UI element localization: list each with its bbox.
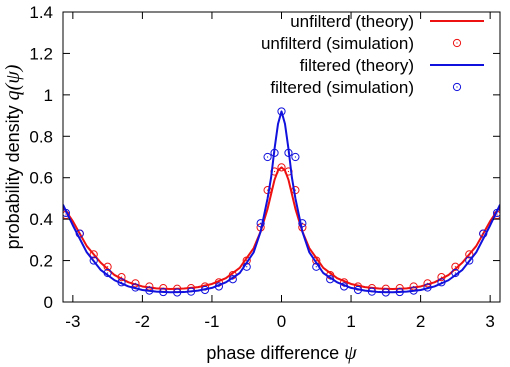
y-axis-label-text: probability density xyxy=(3,105,23,249)
x-tick-label: 1 xyxy=(346,312,355,331)
axis-ticks xyxy=(63,11,500,303)
data-point xyxy=(200,285,210,295)
data-point xyxy=(493,208,500,218)
y-tick-label: 0.4 xyxy=(29,210,53,229)
legend-label: unfilterd (simulation) xyxy=(261,34,414,53)
data-point xyxy=(277,163,286,172)
data-point xyxy=(89,256,98,265)
data-point xyxy=(465,250,474,259)
data-point xyxy=(353,285,363,295)
data-point xyxy=(173,288,182,297)
x-tick-label: -3 xyxy=(65,312,80,331)
data-point xyxy=(423,283,432,292)
legend-label: filtered (theory) xyxy=(300,56,414,75)
data-point xyxy=(270,148,279,157)
y-axis-label: probability density q(ψ) xyxy=(2,64,24,249)
data-point xyxy=(326,275,335,284)
data-point xyxy=(256,219,265,228)
data-point xyxy=(242,262,251,271)
y-axis-label-symbol: q(ψ) xyxy=(2,64,24,100)
x-axis-label-symbol: ψ xyxy=(344,342,357,364)
y-tick-label: 0 xyxy=(44,293,53,312)
y-tick-label: 1 xyxy=(44,86,53,105)
x-axis-label-text: phase difference xyxy=(206,343,339,363)
x-tick-label: -2 xyxy=(135,312,150,331)
data-point xyxy=(63,208,70,218)
data-point xyxy=(465,256,474,265)
x-tick-label: 0 xyxy=(277,312,286,331)
x-axis-label: phase difference ψ xyxy=(206,342,357,364)
data-point xyxy=(277,107,286,116)
x-tick-label: 3 xyxy=(485,312,494,331)
data-point xyxy=(437,273,446,282)
legend-label: unfilterd (theory) xyxy=(290,12,414,31)
data-point xyxy=(131,283,140,292)
data-point xyxy=(437,278,446,287)
data-point xyxy=(291,152,300,162)
axis-tick-labels: -3 -2 -1 0 1 2 3 0 0.2 0.4 0.6 0.8 1 1.2 1.4 xyxy=(29,3,495,331)
y-tick-label: 0.2 xyxy=(29,252,53,271)
data-point xyxy=(409,286,418,295)
series-line-0 xyxy=(63,166,500,290)
data-point xyxy=(367,287,377,296)
data-point xyxy=(451,268,460,278)
plot-marks xyxy=(63,107,500,297)
data-point xyxy=(312,262,321,271)
data-point xyxy=(395,287,404,297)
data-point xyxy=(117,278,126,287)
data-point xyxy=(214,282,224,291)
data-point xyxy=(298,219,307,228)
data-point xyxy=(103,262,112,271)
legend-point-swatch xyxy=(452,82,462,92)
data-point xyxy=(339,282,349,291)
x-tick-label: -1 xyxy=(204,312,219,331)
x-tick-label: 2 xyxy=(416,312,425,331)
data-point xyxy=(145,286,154,295)
data-point xyxy=(479,229,488,238)
legend: unfilterd (theory) unfilterd (simulation)… xyxy=(261,12,484,97)
data-point xyxy=(228,275,237,284)
plot-frame xyxy=(62,11,501,303)
y-tick-label: 1.4 xyxy=(29,3,53,22)
data-point xyxy=(75,229,84,238)
y-tick-label: 0.8 xyxy=(29,127,53,146)
data-point xyxy=(117,273,126,282)
legend-point-swatch xyxy=(452,38,462,48)
data-point xyxy=(284,148,293,157)
data-point xyxy=(89,250,98,259)
data-point xyxy=(103,268,112,278)
data-point xyxy=(381,288,390,297)
data-point xyxy=(186,287,196,296)
legend-label: filtered (simulation) xyxy=(270,78,414,97)
data-point xyxy=(263,152,272,162)
data-point xyxy=(451,262,460,271)
y-tick-label: 0.6 xyxy=(29,169,53,188)
y-tick-label: 1.2 xyxy=(29,44,53,63)
data-point xyxy=(159,287,168,297)
series-line-2 xyxy=(63,110,500,294)
